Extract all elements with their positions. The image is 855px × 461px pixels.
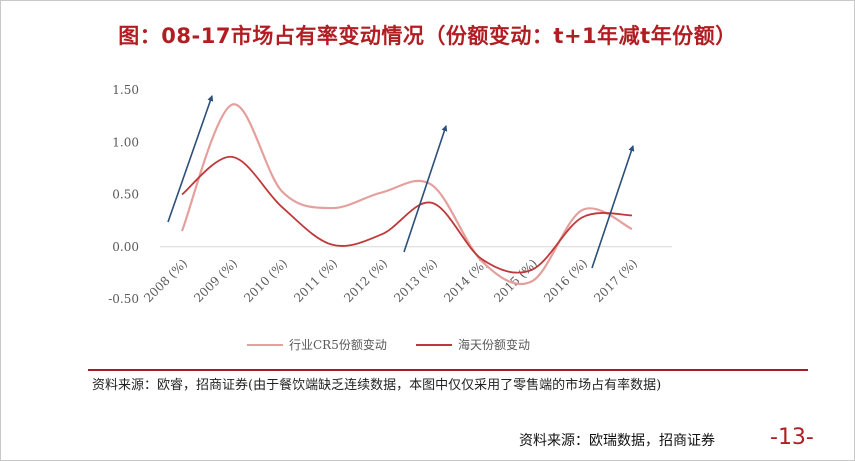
source-note: 资料来源：欧睿，招商证券(由于餐饮端缺乏连续数据，本图中仅仅采用了零售端的市场占… <box>92 378 662 393</box>
data-source: 资料来源：欧瑞数据，招商证券 <box>519 433 715 449</box>
y-tick-label: -0.50 <box>108 292 139 306</box>
x-tick-label: 2011 (%) <box>291 256 340 305</box>
y-tick-label: 0.00 <box>112 240 139 254</box>
legend-label: 海天份额变动 <box>458 337 530 352</box>
trend-arrow <box>591 145 635 269</box>
y-tick-label: 1.50 <box>112 83 139 97</box>
legend-label: 行业CR5份额变动 <box>289 337 387 352</box>
y-tick-label: 1.00 <box>112 135 139 149</box>
series-line-haitian <box>181 155 633 274</box>
y-tick-label: 0.50 <box>112 188 139 202</box>
x-tick-label: 2008 (%) <box>141 256 190 305</box>
x-tick-label: 2017 (%) <box>591 256 640 305</box>
x-tick-label: 2013 (%) <box>391 256 440 305</box>
x-tick-label: 2012 (%) <box>341 256 390 305</box>
page-number: -13- <box>770 425 814 450</box>
x-tick-label: 2009 (%) <box>191 256 240 305</box>
x-tick-label: 2010 (%) <box>241 256 290 305</box>
chart-title: 图：08-17市场占有率变动情况（份额变动：t+1年减t年份额） <box>118 24 737 48</box>
x-tick-label: 2016 (%) <box>541 256 590 305</box>
trend-arrow <box>403 125 448 253</box>
divider-line <box>88 369 808 371</box>
series-line-cr5 <box>180 103 633 286</box>
trend-arrow <box>167 95 214 223</box>
